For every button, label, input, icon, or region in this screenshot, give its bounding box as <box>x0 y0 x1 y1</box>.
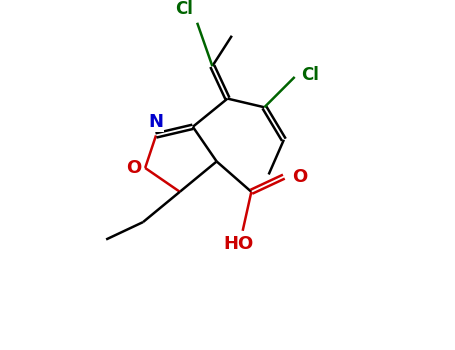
Text: O: O <box>126 159 142 177</box>
Text: Cl: Cl <box>301 66 319 84</box>
Text: Cl: Cl <box>175 0 193 19</box>
Text: O: O <box>293 168 308 186</box>
Text: N: N <box>148 113 163 131</box>
Text: HO: HO <box>223 235 253 253</box>
